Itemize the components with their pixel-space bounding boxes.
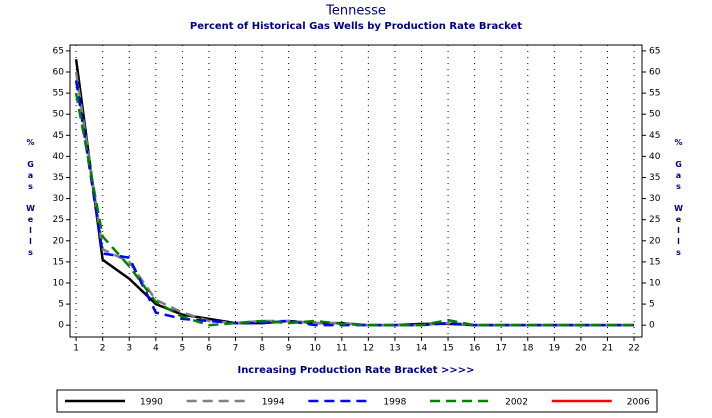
y-tick-label-right: 20 [649, 236, 661, 246]
y-tick-label-right: 55 [649, 89, 660, 99]
x-tick-label: 17 [495, 344, 506, 354]
plot-frame [69, 44, 643, 338]
x-tick-label: 5 [180, 344, 186, 354]
y-tick-label: 15 [53, 257, 64, 267]
y-tick-label-right: 0 [649, 321, 655, 331]
y-tick-label-right: 45 [649, 131, 660, 141]
x-tick-label: 18 [522, 344, 534, 354]
x-tick-label: 9 [286, 344, 292, 354]
y-tick-label-right: 25 [649, 215, 660, 225]
y-axis-label-right: % Gas Wells [674, 138, 683, 259]
y-tick-label-right: 60 [649, 68, 661, 78]
x-tick-label: 4 [153, 344, 159, 354]
series-line [74, 92, 635, 327]
x-tick-label: 2 [100, 344, 106, 354]
y-tick-label: 35 [53, 173, 64, 183]
x-tick-label: 1 [73, 344, 79, 354]
y-tick-label-right: 40 [649, 152, 661, 162]
x-tick-label: 16 [469, 344, 481, 354]
y-tick-label-right: 50 [649, 110, 661, 120]
legend-label: 1998 [383, 398, 406, 408]
x-tick-label: 8 [259, 344, 265, 354]
legend-label: 1994 [262, 398, 285, 408]
x-tick-label: 15 [442, 344, 453, 354]
y-tick-label: 60 [53, 68, 65, 78]
legend-box [56, 389, 658, 413]
x-tick-label: 6 [206, 344, 212, 354]
x-tick-label: 20 [575, 344, 587, 354]
y-tick-label: 40 [53, 152, 65, 162]
y-tick-label: 20 [53, 236, 65, 246]
y-tick-label: 50 [53, 110, 65, 120]
legend-label: 1990 [140, 398, 163, 408]
y-tick-label-right: 5 [649, 300, 655, 310]
x-tick-label: 12 [363, 344, 374, 354]
y-tick-label-right: 10 [649, 278, 661, 288]
legend-label: 2002 [505, 398, 528, 408]
x-tick-label: 21 [602, 344, 613, 354]
y-tick-label: 55 [53, 89, 64, 99]
x-tick-label: 3 [126, 344, 132, 354]
y-tick-label: 30 [53, 194, 65, 204]
y-tick-label: 5 [58, 300, 64, 310]
y-tick-label-right: 30 [649, 194, 661, 204]
x-tick-label: 13 [389, 344, 400, 354]
chart-title: Tennesse [325, 4, 386, 19]
series-line [74, 80, 635, 327]
x-axis-label: Increasing Production Rate Bracket >>>> [237, 365, 474, 376]
x-tick-label: 19 [549, 344, 561, 354]
y-tick-label: 65 [53, 46, 64, 56]
legend-label: 2006 [627, 398, 650, 408]
y-axis-label: % Gas Wells [26, 138, 35, 259]
chart-subtitle: Percent of Historical Gas Wells by Produ… [190, 21, 522, 32]
x-tick-label: 14 [416, 344, 428, 354]
y-tick-label-right: 65 [649, 46, 660, 56]
x-tick-label: 11 [336, 344, 347, 354]
x-tick-label: 22 [628, 344, 639, 354]
y-tick-label: 0 [58, 321, 64, 331]
y-tick-label-right: 35 [649, 173, 660, 183]
y-tick-label: 10 [53, 278, 65, 288]
series-line [74, 71, 635, 327]
series-line [74, 59, 635, 327]
x-tick-label: 7 [233, 344, 239, 354]
y-tick-label-right: 15 [649, 257, 660, 267]
y-tick-label: 45 [53, 131, 64, 141]
y-tick-label: 25 [53, 215, 64, 225]
x-tick-label: 10 [309, 344, 321, 354]
